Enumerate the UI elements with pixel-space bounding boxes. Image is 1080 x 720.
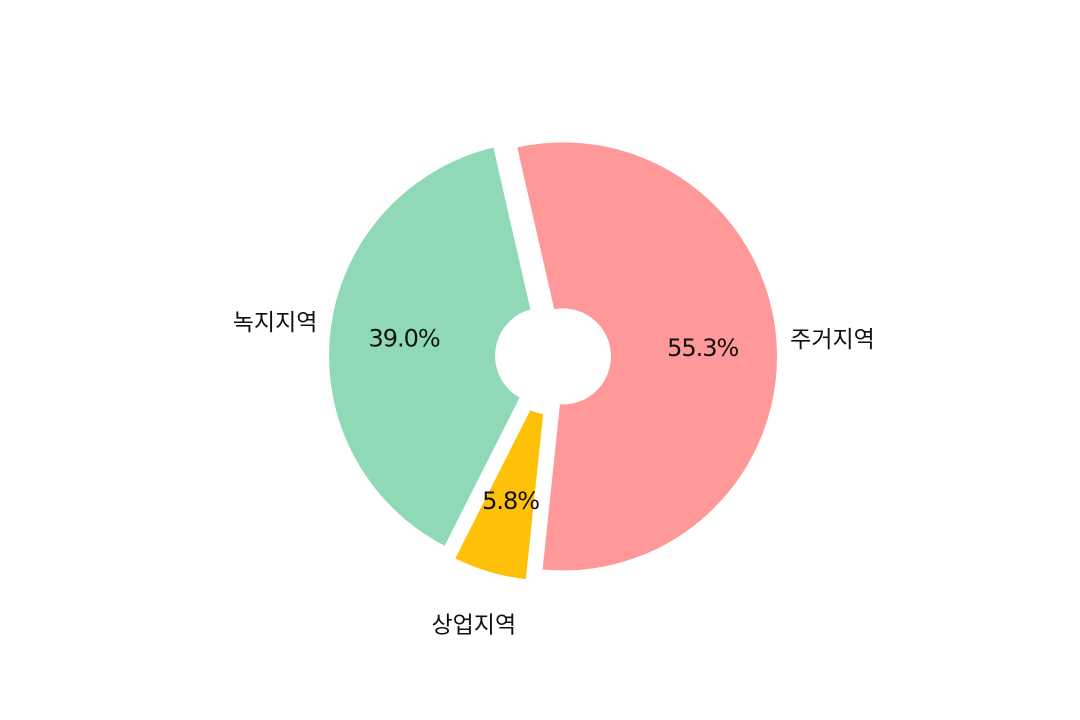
pie-slice-2 bbox=[325, 143, 535, 551]
slice-value-label: 55.3% bbox=[667, 334, 738, 362]
pie-slice-1 bbox=[512, 138, 781, 575]
slice-category-label: 주거지역 bbox=[790, 327, 875, 353]
slice-value-label: 39.0% bbox=[368, 325, 439, 353]
slice-category-label: 상업지역 bbox=[431, 613, 516, 639]
slice-value-label: 5.8% bbox=[482, 487, 539, 515]
slice-category-label: 녹지지역 bbox=[233, 310, 318, 336]
pie-slice-3 bbox=[450, 405, 548, 584]
slices-layer bbox=[325, 138, 781, 584]
labels-layer: 55.3% 주거지역 39.0% 녹지지역 5.8% 상업지역 bbox=[233, 310, 875, 639]
